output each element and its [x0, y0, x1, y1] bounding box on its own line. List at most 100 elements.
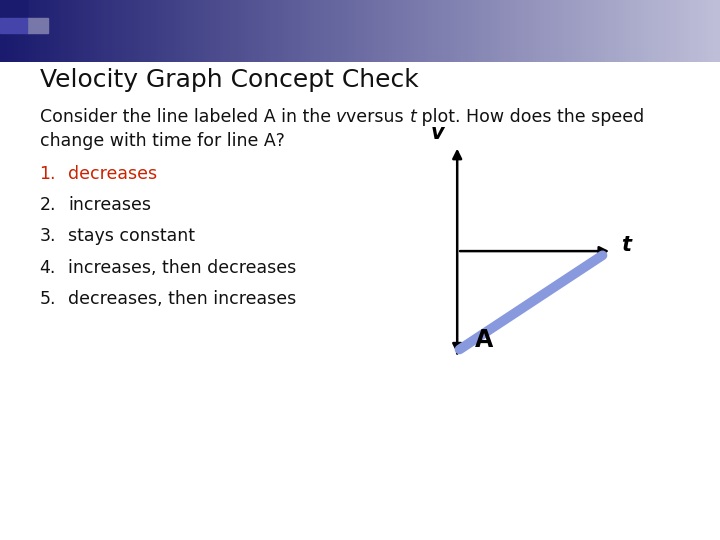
Text: decreases: decreases: [68, 165, 158, 183]
Bar: [14, 0, 19, 62]
Bar: [317, 0, 322, 62]
Bar: [716, 0, 720, 62]
Text: Consider the line labeled A in the: Consider the line labeled A in the: [40, 108, 336, 126]
Bar: [112, 0, 117, 62]
Bar: [612, 0, 617, 62]
Bar: [526, 0, 531, 62]
Bar: [432, 0, 437, 62]
Bar: [644, 0, 649, 62]
Bar: [688, 0, 693, 62]
Bar: [702, 0, 707, 62]
Bar: [65, 0, 70, 62]
Bar: [601, 0, 606, 62]
Bar: [576, 0, 581, 62]
Bar: [295, 0, 300, 62]
Bar: [140, 0, 145, 62]
Bar: [313, 0, 318, 62]
Bar: [533, 0, 538, 62]
Bar: [79, 0, 84, 62]
Bar: [155, 0, 160, 62]
Bar: [292, 0, 297, 62]
Bar: [349, 0, 354, 62]
Bar: [137, 0, 142, 62]
Text: stays constant: stays constant: [68, 227, 195, 245]
Bar: [342, 0, 347, 62]
Bar: [522, 0, 527, 62]
Bar: [90, 0, 95, 62]
Bar: [223, 0, 228, 62]
Bar: [281, 0, 286, 62]
Bar: [234, 0, 239, 62]
Text: increases: increases: [68, 196, 151, 214]
Bar: [637, 0, 642, 62]
Bar: [353, 0, 358, 62]
Bar: [529, 0, 534, 62]
Bar: [320, 0, 325, 62]
Text: versus: versus: [346, 108, 410, 126]
Bar: [414, 0, 419, 62]
Bar: [605, 0, 610, 62]
Bar: [572, 0, 577, 62]
Bar: [392, 0, 397, 62]
Bar: [263, 0, 268, 62]
Bar: [277, 0, 282, 62]
Bar: [94, 0, 99, 62]
Bar: [421, 0, 426, 62]
Bar: [378, 0, 383, 62]
Bar: [436, 0, 441, 62]
Bar: [486, 0, 491, 62]
Bar: [25, 0, 30, 62]
Bar: [86, 0, 91, 62]
Bar: [389, 0, 394, 62]
Text: 3.: 3.: [40, 227, 56, 245]
Bar: [443, 0, 448, 62]
Bar: [238, 0, 243, 62]
Bar: [500, 0, 505, 62]
Bar: [299, 0, 304, 62]
Bar: [468, 0, 473, 62]
Bar: [18, 0, 23, 62]
Bar: [176, 0, 181, 62]
Bar: [187, 0, 192, 62]
Bar: [205, 0, 210, 62]
Bar: [713, 0, 718, 62]
Bar: [400, 0, 405, 62]
Bar: [497, 0, 502, 62]
Bar: [457, 0, 462, 62]
Text: 2.: 2.: [40, 196, 56, 214]
Bar: [482, 0, 487, 62]
Text: 4.: 4.: [40, 259, 56, 276]
Bar: [706, 0, 711, 62]
Bar: [328, 0, 333, 62]
Bar: [518, 0, 523, 62]
Text: decreases, then increases: decreases, then increases: [68, 290, 297, 308]
Bar: [166, 0, 171, 62]
Bar: [418, 0, 423, 62]
Bar: [508, 0, 513, 62]
Bar: [652, 0, 657, 62]
Bar: [274, 0, 279, 62]
Bar: [209, 0, 214, 62]
Bar: [227, 0, 232, 62]
Bar: [472, 0, 477, 62]
Bar: [245, 0, 250, 62]
Bar: [32, 0, 37, 62]
Bar: [504, 0, 509, 62]
Bar: [691, 0, 696, 62]
Bar: [630, 0, 635, 62]
Bar: [144, 0, 149, 62]
Bar: [148, 0, 153, 62]
Bar: [216, 0, 221, 62]
Text: plot. How does the speed: plot. How does the speed: [416, 108, 644, 126]
Text: v: v: [336, 108, 346, 126]
Bar: [515, 0, 520, 62]
Bar: [241, 0, 246, 62]
Bar: [598, 0, 603, 62]
Bar: [382, 0, 387, 62]
Bar: [666, 0, 671, 62]
Bar: [695, 0, 700, 62]
Bar: [184, 0, 189, 62]
Bar: [22, 0, 27, 62]
Bar: [43, 0, 48, 62]
Bar: [590, 0, 595, 62]
